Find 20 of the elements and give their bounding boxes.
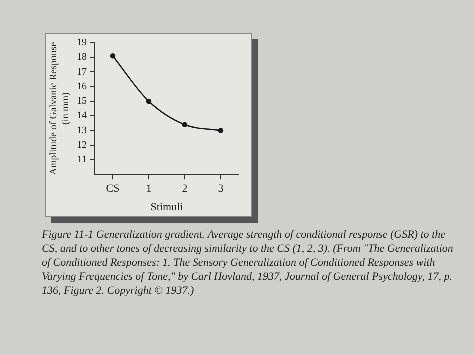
x-tick-label: 3 — [218, 183, 224, 196]
y-tick-label: 11 — [77, 154, 87, 166]
y-tick-label: 17 — [77, 66, 87, 78]
y-tick-label: 18 — [77, 52, 87, 64]
x-tick-label: 1 — [146, 183, 152, 196]
y-axis-title: Amplitude of Galvanic Response (in mm) — [48, 42, 72, 176]
y-tick-label: 14 — [77, 110, 87, 122]
x-axis-title: Stimuli — [150, 201, 184, 214]
point — [182, 122, 188, 128]
y-tick-label: 16 — [77, 81, 87, 92]
y-tick-label: 15 — [77, 96, 87, 108]
y-tick-label: 19 — [77, 38, 87, 49]
x-tick-label: 2 — [182, 183, 188, 196]
point — [146, 98, 152, 104]
point — [218, 128, 224, 134]
y-tick-label: 13 — [77, 125, 87, 136]
caption: Figure 11-1 Generalization gradient. Average strength of conditional response (GSR) to the CS, and to other tones of decreasing similarity to the CS (1, 2, 3). (From "The Generalization of Conditioned Responses: 1. The Sensory Generalization of Conditioned Responses with Varying Frequencies of Tone," by Carl Hovland, 1937, Journal of General Psychology, 17, p. 136, Figure 2. Copyright © 1937.) — [42, 228, 454, 298]
point — [110, 54, 116, 59]
y-tick-label: 12 — [77, 140, 87, 151]
x-tick-label: CS — [106, 183, 120, 196]
